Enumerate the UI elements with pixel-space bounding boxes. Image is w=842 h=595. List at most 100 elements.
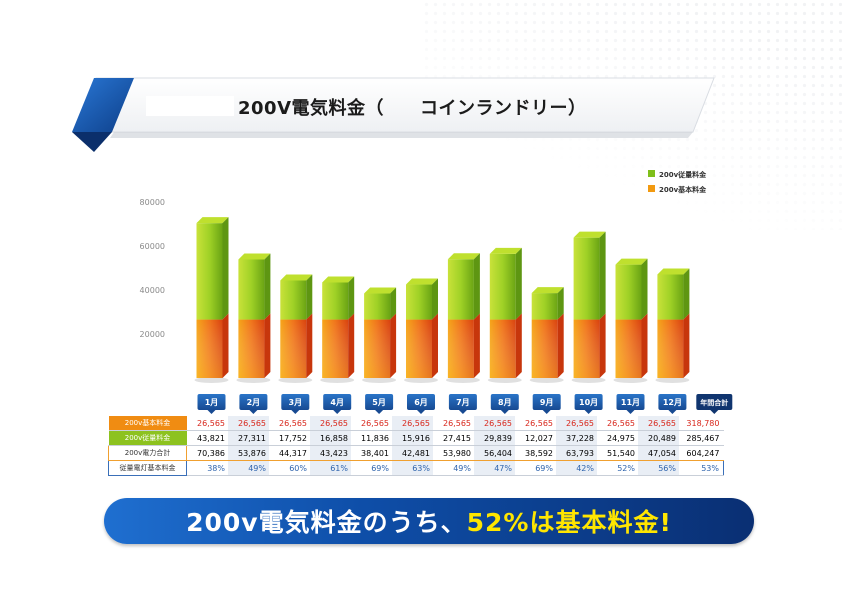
bar-side-face-base bbox=[306, 313, 313, 378]
table-row: 200v基本料金 26,565 26,565 26,565 26,565 26,565 26… bbox=[108, 416, 724, 431]
total-cell: 285,467 bbox=[679, 430, 724, 446]
bar-side-face-top bbox=[432, 278, 438, 320]
month-tab-bg bbox=[490, 394, 519, 410]
summary-highlight: 52%は基本料金! bbox=[466, 508, 672, 537]
bar-side-face-base bbox=[557, 313, 564, 378]
row-label: 200v基本料金 bbox=[108, 416, 187, 431]
bar-side-face-base bbox=[390, 313, 397, 378]
bar-base-highlight bbox=[322, 319, 349, 378]
bar-side-face-base bbox=[473, 313, 480, 378]
table-cell: 69% bbox=[515, 460, 556, 476]
month-tab-pointer bbox=[249, 410, 258, 414]
month-tab-total: 年間合計 bbox=[696, 394, 733, 414]
table-cell: 52% bbox=[597, 460, 638, 476]
table-cell: 26,565 bbox=[310, 416, 351, 431]
table-row: 200v電力合計 70,386 53,876 44,317 43,423 38,401 42… bbox=[108, 445, 724, 461]
bar-top-face bbox=[364, 287, 397, 294]
bar-shadow bbox=[655, 377, 690, 383]
month-label: 9月 bbox=[540, 398, 554, 407]
bar-variable-segment bbox=[406, 284, 432, 320]
month-tab-pointer bbox=[542, 410, 551, 414]
table-cell: 29,839 bbox=[474, 430, 515, 446]
table-cell: 20,489 bbox=[638, 430, 679, 446]
month-tab-bg bbox=[323, 394, 352, 410]
month-tab-pointer bbox=[626, 410, 635, 414]
month-tab-bg bbox=[616, 394, 645, 410]
table-cell: 27,415 bbox=[433, 430, 474, 446]
bar-variable-segment bbox=[573, 237, 600, 320]
title-redaction bbox=[146, 96, 234, 116]
bar-10 bbox=[571, 231, 606, 383]
table-cell: 63% bbox=[392, 460, 433, 476]
bar-side-face-top bbox=[264, 253, 271, 320]
bar-shadow bbox=[404, 377, 438, 383]
y-tick-label: 40000 bbox=[140, 286, 165, 295]
bar-variable-segment bbox=[196, 223, 223, 320]
table-cell: 26,565 bbox=[515, 416, 556, 431]
table-cell: 26,565 bbox=[351, 416, 392, 431]
table-cell: 43,423 bbox=[310, 445, 351, 461]
bar-shadow bbox=[613, 377, 648, 383]
row-label: 従量電灯基本料金 bbox=[108, 460, 187, 476]
table-cell: 49% bbox=[433, 460, 474, 476]
table-cell: 60% bbox=[269, 460, 310, 476]
total-tab-pointer bbox=[710, 410, 719, 414]
month-tab-bg bbox=[448, 394, 477, 410]
y-tick-label: 80000 bbox=[140, 198, 165, 207]
month-label: 8月 bbox=[498, 398, 512, 407]
bar-shadow bbox=[278, 377, 313, 383]
bar-top-face bbox=[447, 253, 480, 260]
month-label: 3月 bbox=[289, 398, 303, 407]
bar-shadow bbox=[571, 377, 606, 383]
bar-shadow bbox=[529, 377, 564, 383]
month-tab-bg bbox=[574, 394, 603, 410]
bar-1 bbox=[194, 217, 229, 383]
table-cell: 47% bbox=[474, 460, 515, 476]
table-cell: 26,565 bbox=[638, 416, 679, 431]
month-label: 1月 bbox=[205, 398, 219, 407]
month-tab-bg bbox=[532, 394, 561, 410]
month-tab-5: 5月 bbox=[365, 394, 394, 414]
month-tab-10: 10月 bbox=[574, 394, 603, 414]
table-cell: 26,565 bbox=[556, 416, 597, 431]
table-cell: 16,858 bbox=[310, 430, 351, 446]
month-tab-1: 1月 bbox=[197, 394, 226, 414]
table-cell: 38% bbox=[186, 460, 228, 476]
total-cell: 604,247 bbox=[679, 445, 724, 461]
table-cell: 42% bbox=[556, 460, 597, 476]
bar-side-face-base bbox=[432, 313, 438, 378]
summary-text: 200v電気料金のうち、 bbox=[186, 508, 467, 537]
month-tab-pointer bbox=[375, 410, 384, 414]
month-tab-pointer bbox=[417, 410, 425, 414]
legend-label: 200v基本料金 bbox=[659, 185, 707, 194]
month-label: 10月 bbox=[579, 398, 598, 407]
bar-side-face-top bbox=[222, 217, 229, 320]
bar-shadow bbox=[320, 377, 355, 383]
bar-9 bbox=[529, 287, 564, 383]
table-cell: 38,592 bbox=[515, 445, 556, 461]
bar-top-face bbox=[406, 278, 438, 285]
bar-side-face-base bbox=[348, 313, 355, 378]
bar-base-highlight bbox=[489, 319, 516, 378]
bar-base-highlight bbox=[657, 319, 684, 378]
bar-variable-segment bbox=[531, 293, 558, 320]
table-cell: 70,386 bbox=[186, 445, 228, 461]
bar-top-face bbox=[322, 276, 355, 283]
legend-label: 200v従量料金 bbox=[659, 170, 707, 179]
table-cell: 27,311 bbox=[228, 430, 269, 446]
table-cell: 26,565 bbox=[186, 416, 228, 431]
month-label: 5月 bbox=[372, 398, 386, 407]
table-cell: 42,481 bbox=[392, 445, 433, 461]
bar-side-face-top bbox=[557, 287, 564, 320]
bar-base-highlight bbox=[531, 319, 558, 378]
bar-base-highlight bbox=[280, 319, 307, 378]
bar-side-face-base bbox=[515, 313, 522, 378]
total-cell: 53% bbox=[679, 460, 724, 476]
month-tab-pointer bbox=[500, 410, 509, 414]
bar-side-face-top bbox=[390, 287, 397, 320]
bar-base-highlight bbox=[238, 319, 265, 378]
bar-top-face bbox=[196, 217, 229, 224]
month-label: 7月 bbox=[456, 398, 470, 407]
bar-base-highlight bbox=[615, 319, 642, 378]
table-cell: 53,876 bbox=[228, 445, 269, 461]
